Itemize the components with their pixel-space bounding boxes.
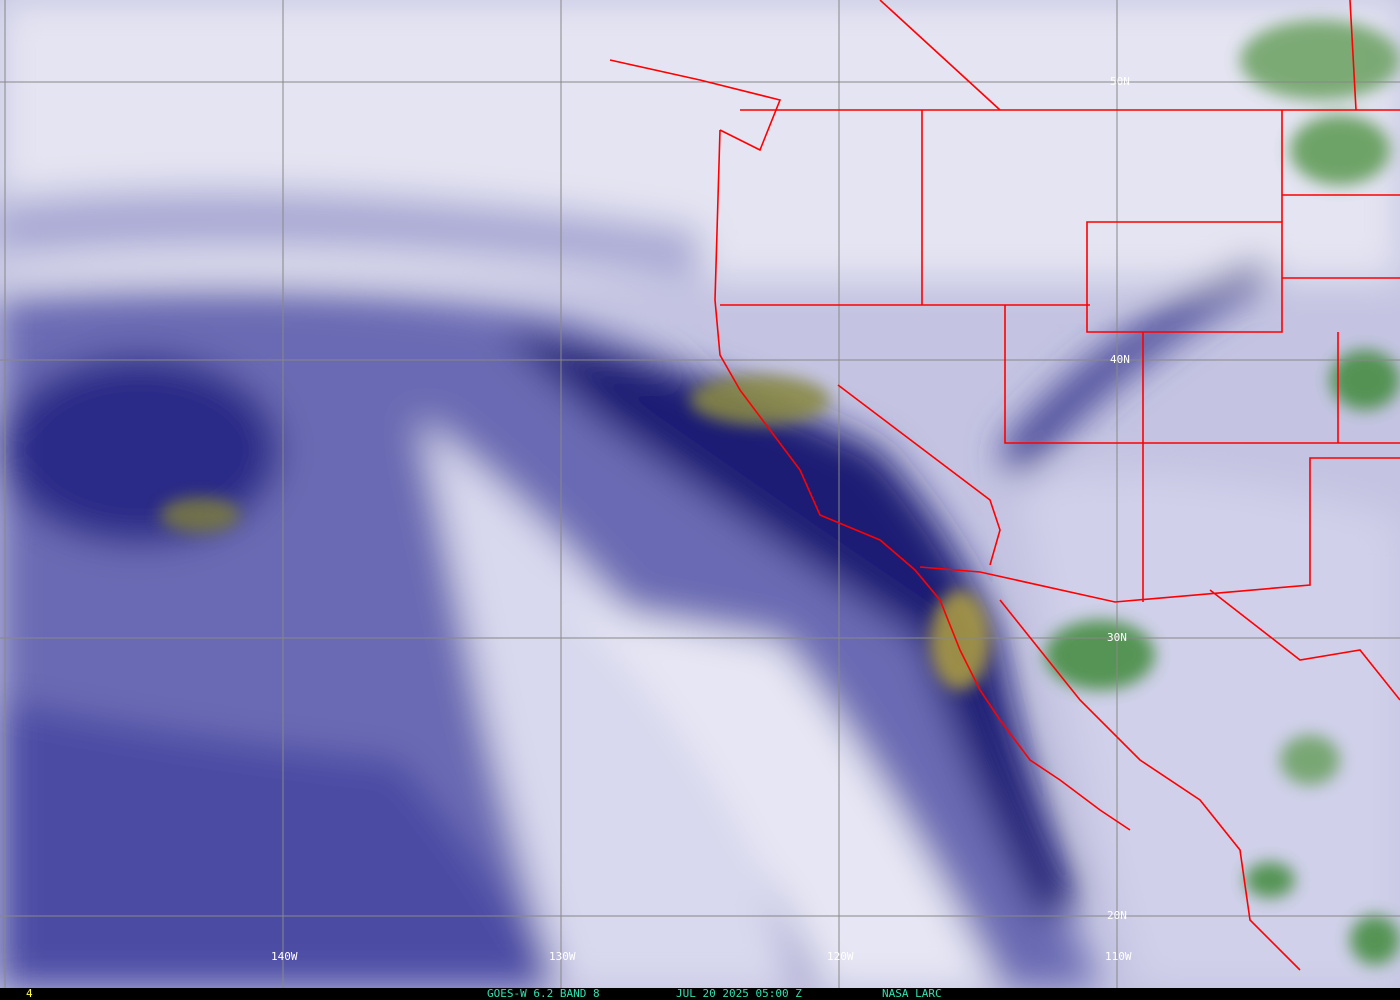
lon-label-140w: 140W [271, 950, 298, 963]
datetime-label: JUL 20 2025 05:00 Z [676, 987, 802, 1000]
lat-label-30n: 30N [1107, 631, 1127, 644]
lon-label-110w: 110W [1105, 950, 1132, 963]
political-borders [609, 0, 1400, 971]
frame-number: 4 [26, 987, 33, 1000]
lat-label-20n: 20N [1107, 909, 1127, 922]
lon-label-120w: 120W [827, 950, 854, 963]
caption-bar: 4 GOES-W 6.2 BAND 8 JUL 20 2025 05:00 Z … [0, 988, 1400, 1000]
lat-label-50n: 50N [1110, 75, 1130, 88]
lat-label-40n: 40N [1110, 353, 1130, 366]
lon-label-130w: 130W [549, 950, 576, 963]
source-label: NASA LARC [882, 987, 942, 1000]
product-label: GOES-W 6.2 BAND 8 [487, 987, 600, 1000]
